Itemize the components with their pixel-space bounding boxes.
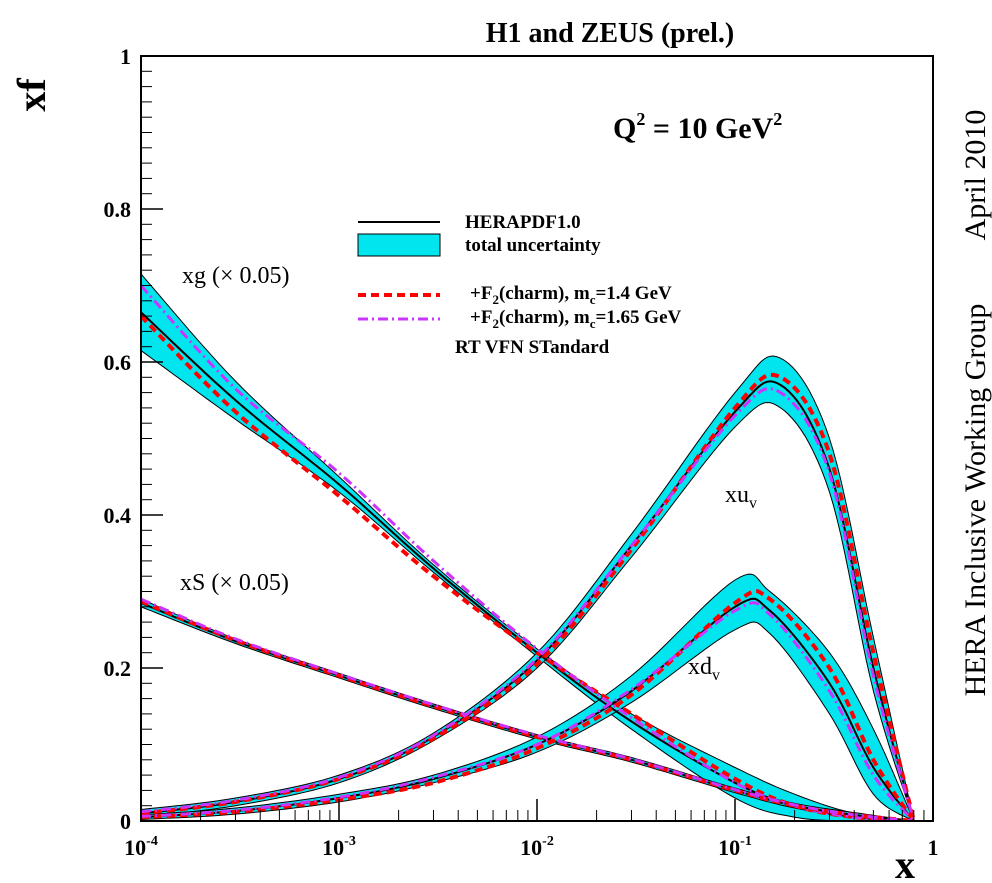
y-tick-label: 0.8 (104, 197, 132, 222)
line-charm14-3 (141, 588, 916, 821)
x-tick-exp: -4 (146, 834, 158, 849)
y-tick-label: 0 (120, 809, 131, 834)
line-charm14-2 (141, 372, 916, 821)
x-axis-label: x (895, 842, 915, 883)
x-tick-label: 10-4 (124, 834, 158, 860)
line-charm165-3 (141, 601, 915, 821)
label-xs: xS (× 0.05) (180, 570, 289, 596)
x-tick-label: 10-2 (520, 834, 554, 860)
x-tick-exp: -3 (344, 834, 356, 849)
label-xuv: xuv (725, 482, 757, 512)
x-tick-label: 1 (928, 835, 939, 860)
x-tick-exp: -1 (740, 834, 752, 849)
legend: HERAPDF1.0 total uncertainty +F2(charm),… (357, 212, 682, 358)
x-tick-label: 10-3 (322, 834, 356, 860)
y-tick-label: 1 (120, 44, 131, 69)
x-tick-base: 10 (322, 835, 344, 860)
x-tick-label: 10-1 (718, 834, 752, 860)
line-charm14-1 (141, 599, 915, 821)
legend-label-herapdf: HERAPDF1.0 (465, 212, 581, 233)
legend-label-charm165: +F2(charm), mc=1.65 GeV (470, 307, 682, 331)
y-tick-label: 0.4 (104, 503, 132, 528)
x-tick-exp: -2 (542, 834, 554, 849)
axis-ticks (140, 55, 934, 822)
line-charm165-0 (141, 284, 914, 821)
label-xg: xg (× 0.05) (182, 263, 290, 289)
y-tick-label: 0.6 (104, 350, 132, 375)
q2-rest: = 10 GeV (645, 112, 773, 145)
x-tick-base: 10 (124, 835, 146, 860)
x-tick-base: 1 (928, 835, 939, 860)
chart-title: H1 and ZEUS (prel.) (486, 18, 734, 49)
y-tick-label: 0.2 (104, 656, 132, 681)
line-charm165-2 (141, 387, 916, 821)
band-series-0 (141, 273, 914, 821)
legend-label-rtvfn: RT VFN STandard (455, 337, 610, 358)
q2-main: Q (613, 112, 636, 145)
band-series-3 (141, 573, 915, 821)
y-axis-label: xf (9, 78, 54, 112)
q2-sup: 2 (636, 109, 645, 129)
q2-annotation: Q2 = 10 GeV2 (613, 109, 782, 145)
x-tick-base: 10 (520, 835, 542, 860)
legend-label-charm14: +F2(charm), mc=1.4 GeV (470, 283, 672, 307)
side-text-date: April 2010 (959, 110, 992, 241)
x-tick-base: 10 (718, 835, 740, 860)
side-text-group: HERA Inclusive Working Group (959, 304, 992, 697)
q2-sup2: 2 (773, 109, 782, 129)
label-xdv: xdv (688, 654, 720, 684)
legend-label-uncertainty: total uncertainty (465, 235, 601, 256)
curve-lines (141, 284, 916, 821)
legend-swatch-uncertainty (357, 233, 441, 257)
line-charm165-1 (141, 597, 914, 821)
